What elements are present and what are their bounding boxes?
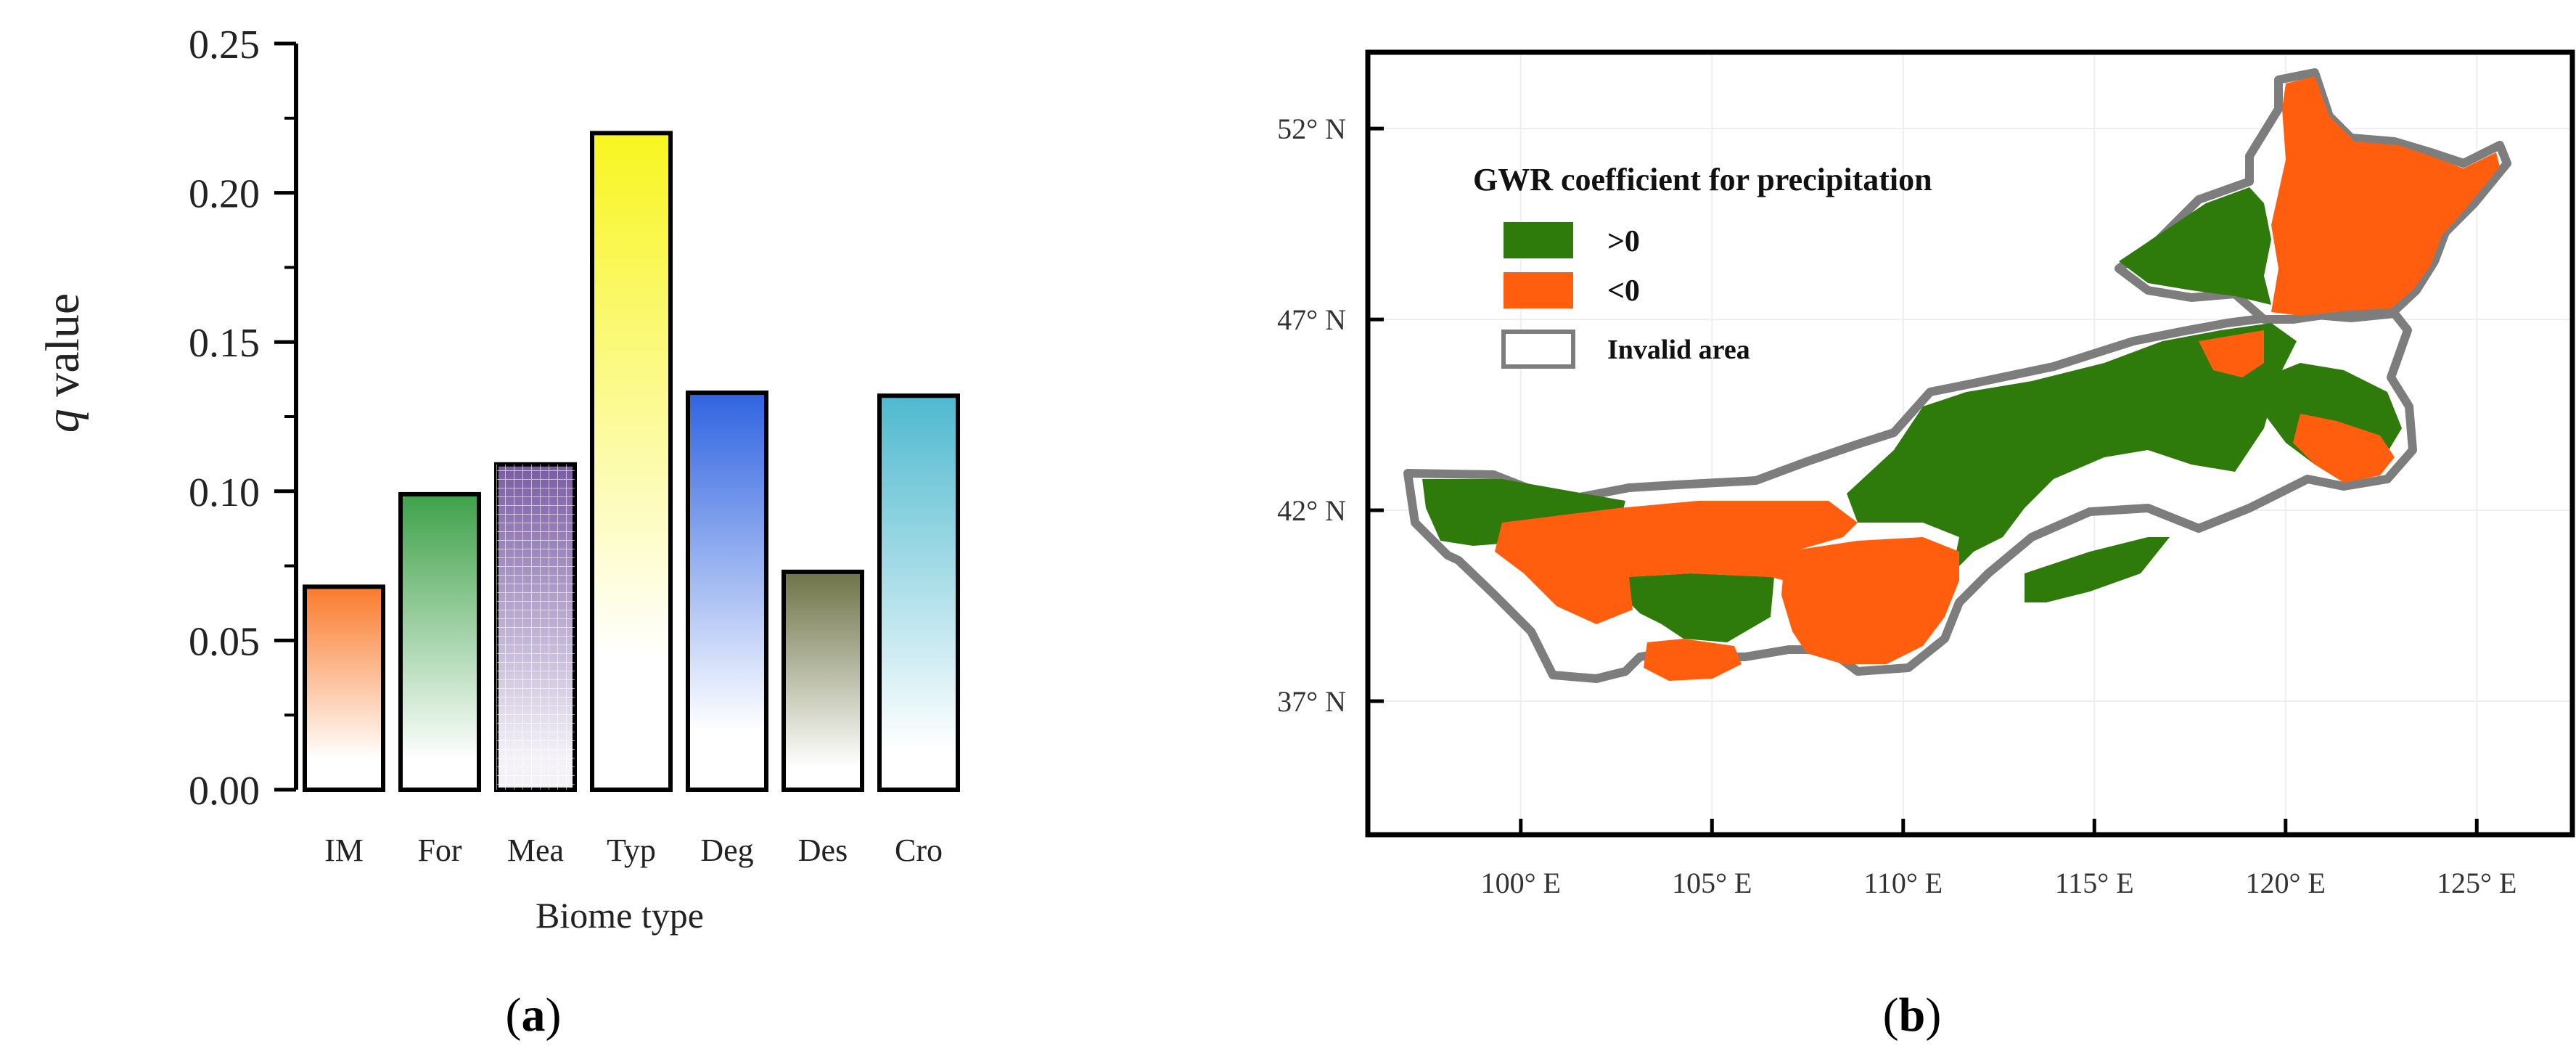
x-tick-label: Mea [507, 833, 564, 868]
bar-chart-panel: 0.00 0.05 0.10 0.15 0.20 0.25 IM For Mea Typ Deg D… [36, 23, 960, 1042]
y-tick-label: 0.15 [189, 321, 260, 366]
bar-des [782, 569, 864, 792]
x-tick-label: IM [324, 833, 364, 868]
legend-swatch-positive [1504, 222, 1573, 258]
bar-cro [877, 393, 960, 792]
y-tick-label: 0.10 [189, 470, 260, 515]
bar-mea-grid-texture [496, 464, 575, 790]
orange-zone-mid [2199, 330, 2264, 377]
legend-title: GWR coefficient for precipitation [1473, 162, 1932, 197]
bar-im [303, 584, 385, 792]
lon-tick-label: 105° E [1672, 867, 1752, 899]
map-legend: GWR coefficient for precipitation >0 <0 … [1473, 162, 1932, 369]
lat-tick-label: 47° N [1277, 303, 1346, 336]
panel-letter-b: b [1899, 989, 1926, 1042]
lat-tick-label: 52° N [1277, 113, 1346, 145]
lon-tick-label: 120° E [2246, 867, 2326, 899]
panel-label-b: (b) [1883, 989, 1942, 1042]
lon-tick-label: 110° E [1863, 867, 1943, 899]
x-tick-label: Cro [895, 833, 943, 868]
map-frame [1365, 49, 2575, 838]
legend-swatch-invalid [1501, 330, 1575, 369]
y-tick-label: 0.05 [189, 619, 260, 664]
x-tick-label: Deg [700, 833, 753, 868]
orange-zone-south [1644, 639, 1742, 681]
lat-tick-label: 37° N [1277, 685, 1346, 718]
map-panel: 52° N 47° N 42° N 37° N 100° E 105° E 110° E 1… [1277, 49, 2575, 1042]
green-zone-northwest [2119, 187, 2271, 305]
y-axis-label: q value [36, 293, 89, 433]
panel-letter-a: a [522, 989, 546, 1042]
lon-tick-label: 115° E [2055, 867, 2134, 899]
x-tick-label: Typ [607, 833, 656, 868]
orange-zone-east [2293, 414, 2395, 483]
orange-zone-north [2271, 76, 2500, 316]
green-zone-mid [2025, 537, 2170, 602]
bar-for [398, 491, 481, 792]
lon-tick-label: 100° E [1481, 867, 1561, 899]
bar-deg [686, 390, 768, 792]
legend-label-invalid: Invalid area [1607, 335, 1750, 365]
y-axis-label-q: q [36, 409, 89, 433]
orange-zone-center [1781, 537, 1959, 664]
lat-tick-label: 42° N [1277, 494, 1346, 527]
orange-zone-west [1495, 501, 1858, 624]
legend-label-positive: >0 [1607, 225, 1640, 258]
y-tick-label: 0.20 [189, 172, 260, 217]
y-tick-label: 0.25 [189, 23, 260, 68]
green-zone-main [1847, 323, 2297, 573]
x-axis-label: Biome type [536, 895, 704, 936]
green-zone-south [1625, 573, 1774, 642]
lon-tick-label: 125° E [2437, 867, 2516, 899]
legend-label-negative: <0 [1607, 274, 1640, 308]
y-tick-label: 0.00 [189, 769, 260, 814]
panel-label-a: (a) [506, 989, 562, 1042]
x-tick-label: For [417, 833, 462, 868]
bar-typ [590, 131, 673, 793]
negative-coefficient-zones [1495, 76, 2500, 681]
x-tick-label: Des [798, 833, 848, 868]
y-axis-label-rest: value [36, 293, 89, 409]
legend-swatch-negative [1504, 272, 1573, 308]
